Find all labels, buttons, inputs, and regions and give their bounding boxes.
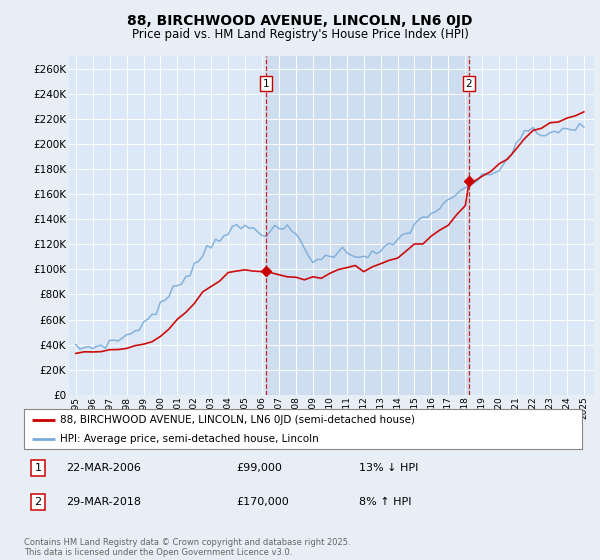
Text: 88, BIRCHWOOD AVENUE, LINCOLN, LN6 0JD (semi-detached house): 88, BIRCHWOOD AVENUE, LINCOLN, LN6 0JD (… [60,415,415,425]
Text: £170,000: £170,000 [236,497,289,507]
Text: 88, BIRCHWOOD AVENUE, LINCOLN, LN6 0JD: 88, BIRCHWOOD AVENUE, LINCOLN, LN6 0JD [127,14,473,28]
Text: 2: 2 [466,78,472,88]
Text: 2: 2 [34,497,41,507]
Text: 22-MAR-2006: 22-MAR-2006 [66,463,141,473]
Text: 8% ↑ HPI: 8% ↑ HPI [359,497,412,507]
Text: HPI: Average price, semi-detached house, Lincoln: HPI: Average price, semi-detached house,… [60,434,319,444]
Text: Price paid vs. HM Land Registry's House Price Index (HPI): Price paid vs. HM Land Registry's House … [131,28,469,41]
Text: 13% ↓ HPI: 13% ↓ HPI [359,463,418,473]
Text: Contains HM Land Registry data © Crown copyright and database right 2025.
This d: Contains HM Land Registry data © Crown c… [24,538,350,557]
Text: £99,000: £99,000 [236,463,282,473]
Text: 29-MAR-2018: 29-MAR-2018 [66,497,141,507]
Bar [266,56,469,395]
Text: 1: 1 [262,78,269,88]
Text: 1: 1 [34,463,41,473]
